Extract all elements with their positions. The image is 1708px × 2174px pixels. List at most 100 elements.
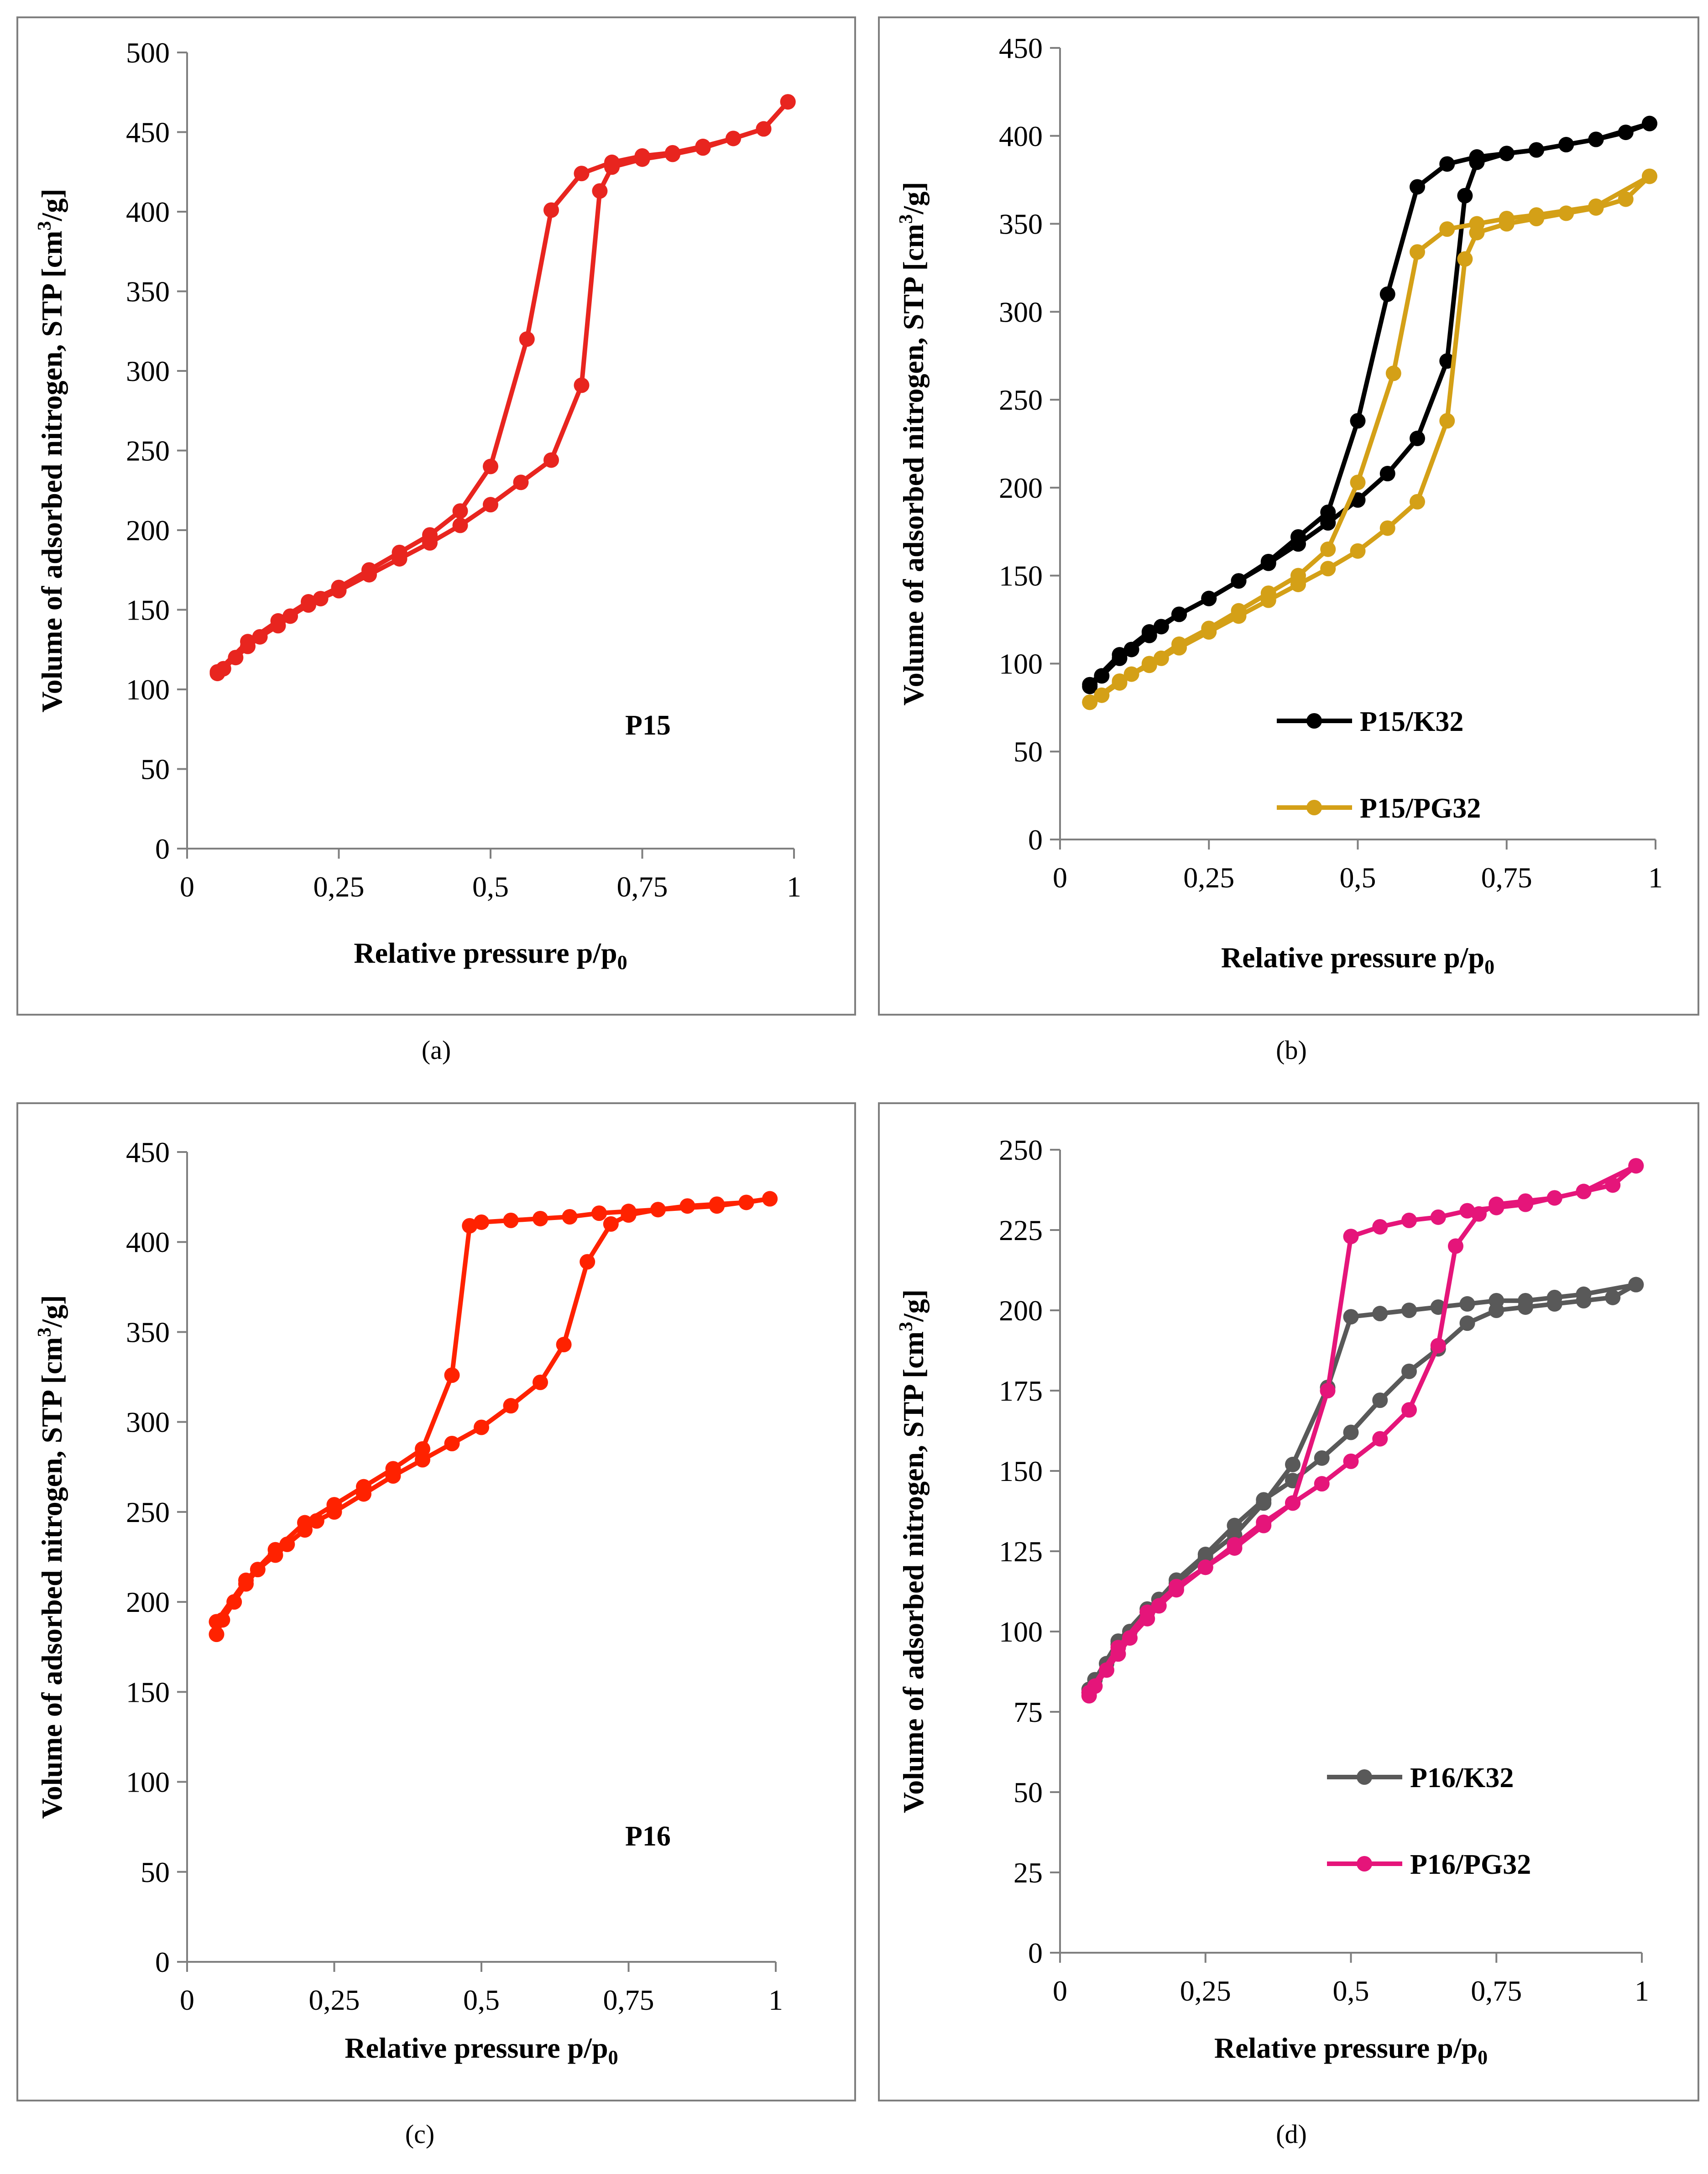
desorption-point [1529, 142, 1544, 158]
y-tick-label: 200 [999, 472, 1043, 504]
chart-panel-c: 0 50 100 150 200 250 300 350 400 450 0 0,25 0,5 0,75 1… [16, 1102, 856, 2101]
sample-label: P15 [625, 710, 671, 741]
desorption-point [1141, 656, 1157, 672]
caption-c: (c) [405, 2119, 435, 2149]
x-tick-label: 0 [1053, 1975, 1067, 2007]
desorption-point [1588, 131, 1604, 147]
desorption-point [240, 634, 256, 650]
x-tick-label: 0,75 [617, 871, 668, 903]
desorption-point [621, 1204, 637, 1220]
y-tick-label: 500 [126, 36, 170, 69]
desorption-point [1169, 1579, 1184, 1595]
adsorption-point [1459, 1315, 1475, 1331]
series-p15 [209, 94, 796, 682]
y-axis-title: Volume of adsorbed nitrogen, STP [cm3/g] [34, 188, 68, 712]
desorption-point [1401, 1303, 1417, 1318]
legend-label: P15/K32 [1360, 706, 1463, 737]
y-tick-label: 50 [141, 1856, 170, 1888]
adsorption-point [1314, 1476, 1330, 1492]
desorption-point [267, 1542, 283, 1558]
desorption-point [695, 138, 711, 154]
chart-panel-b: 0 50 100 150 200 250 300 350 400 450 0 0,25 0,5 0,75 1… [878, 16, 1699, 1016]
y-tick-label: 0 [1028, 1937, 1043, 1969]
x-tick-label: 0,5 [472, 871, 509, 903]
y-tick-label: 100 [126, 673, 170, 706]
x-tick-label: 0,25 [309, 1984, 360, 2016]
adsorption-point [474, 1419, 489, 1435]
desorption-point [1320, 541, 1336, 557]
desorption-line [1086, 1163, 1639, 1695]
adsorption-point [1151, 1598, 1167, 1614]
adsorption-point [1457, 251, 1473, 267]
y-tick-label: 150 [999, 560, 1043, 592]
desorption-point [665, 145, 680, 161]
x-tick-label: 0 [180, 871, 194, 903]
series-p16 [209, 1191, 778, 1642]
desorption-point [1285, 1495, 1301, 1511]
y-axis-title: Volume of adsorbed nitrogen, STP [cm3/g] [34, 1295, 68, 1819]
adsorption-point [1372, 1431, 1388, 1447]
y-tick-label: 250 [126, 435, 170, 467]
adsorption-point [1448, 1238, 1463, 1254]
desorption-point [574, 166, 590, 182]
y-axis-title: Volume of adsorbed nitrogen, STP [cm3/g] [896, 182, 930, 705]
desorption-point [1469, 149, 1485, 165]
desorption-point [356, 1479, 371, 1495]
adsorption-point [1372, 1392, 1388, 1408]
y-tick-label: 0 [155, 1946, 170, 1978]
desorption-point [1260, 553, 1276, 569]
desorption-point [1256, 1514, 1272, 1530]
y-tick-label: 250 [126, 1496, 170, 1528]
desorption-point [650, 1202, 666, 1218]
x-tick-label: 0,5 [1340, 861, 1376, 894]
desorption-point [444, 1367, 460, 1383]
adsorption-point [592, 183, 608, 199]
y-tick-label: 350 [126, 276, 170, 308]
desorption-point [1546, 1190, 1562, 1206]
desorption-point [1139, 1604, 1155, 1620]
chart-panel-d: 0 25 50 75 100 125 150 175 200 225 250 0 0,25 0,5 0,75… [878, 1102, 1699, 2101]
desorption-point [1518, 1196, 1533, 1212]
adsorption-point [1343, 1424, 1359, 1440]
desorption-point [1546, 1289, 1562, 1305]
adsorption-point [1379, 520, 1395, 536]
desorption-point [1641, 115, 1657, 131]
adsorption-point [574, 377, 590, 393]
desorption-line [1086, 1282, 1639, 1692]
desorption-point [1628, 1158, 1644, 1174]
desorption-point [209, 1614, 225, 1630]
y-tick-label: 200 [999, 1294, 1043, 1327]
y-tick-label: 150 [126, 594, 170, 626]
y-tick-label: 150 [126, 1676, 170, 1708]
desorption-point [1439, 156, 1455, 172]
chart-d: 0 25 50 75 100 125 150 175 200 225 250 0 0,25 0,5 0,75… [896, 1134, 1649, 2069]
y-tick-label: 400 [126, 196, 170, 228]
adsorption-point [228, 650, 244, 666]
x-axis-title: Relative pressure p/p0 [1214, 2032, 1488, 2069]
desorption-point [1141, 624, 1157, 640]
legend-label: P16/K32 [1410, 1762, 1514, 1793]
chart-b: 0 50 100 150 200 250 300 350 400 450 0 0,25 0,5 0,75 1… [896, 32, 1663, 978]
desorption-point [1588, 198, 1604, 214]
chart-panel-a: 0 50 100 150 200 250 300 350 400 450 500 0 0,25 0,5 0,… [16, 16, 856, 1016]
desorption-point [1285, 1456, 1301, 1472]
desorption-point [1529, 207, 1544, 223]
desorption-point [1290, 529, 1306, 545]
y-tick-label: 175 [999, 1375, 1043, 1407]
desorption-point [452, 503, 468, 519]
desorption-point [1576, 1286, 1592, 1302]
x-tick-label: 0,25 [313, 871, 365, 903]
desorption-point [1489, 1293, 1504, 1309]
series-p16-pg32 [1081, 1158, 1644, 1704]
desorption-point [1350, 413, 1366, 429]
desorption-point [1260, 585, 1276, 601]
x-axis-title: Relative pressure p/p0 [1221, 941, 1494, 978]
desorption-point [462, 1218, 478, 1234]
adsorption-line [214, 1196, 773, 1637]
desorption-point [762, 1191, 778, 1207]
adsorption-point [1320, 561, 1336, 577]
y-tick-label: 100 [999, 1616, 1043, 1648]
y-axis-title: Volume of adsorbed nitrogen, STP [cm3/g] [896, 1289, 930, 1813]
adsorption-point [415, 1452, 430, 1468]
desorption-point [1459, 1296, 1475, 1312]
